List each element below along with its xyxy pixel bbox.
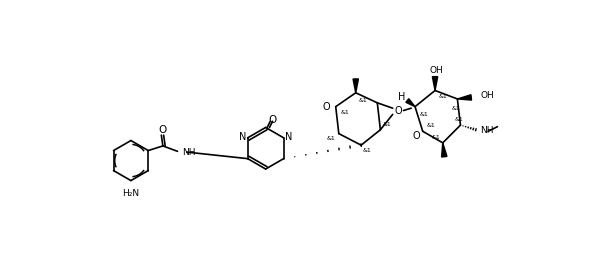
Text: &1: &1 (452, 106, 461, 111)
Polygon shape (406, 99, 415, 107)
Text: &1: &1 (427, 123, 436, 128)
Text: N: N (285, 132, 292, 142)
Text: &1: &1 (455, 117, 463, 122)
Text: N: N (240, 132, 247, 142)
Text: OH: OH (480, 91, 494, 100)
Text: H₂N: H₂N (123, 189, 139, 198)
Text: O: O (394, 106, 402, 115)
Text: O: O (269, 115, 277, 125)
Text: &1: &1 (363, 148, 371, 153)
Text: &1: &1 (359, 98, 368, 103)
Text: &1: &1 (341, 110, 350, 115)
Text: &1: &1 (439, 94, 448, 99)
Polygon shape (353, 79, 359, 93)
Text: O: O (412, 131, 419, 141)
Polygon shape (442, 143, 447, 157)
Text: O: O (158, 125, 166, 135)
Polygon shape (458, 95, 471, 100)
Text: H: H (399, 92, 405, 102)
Text: &1: &1 (383, 122, 391, 127)
Text: NH: NH (480, 126, 494, 135)
Text: &1: &1 (432, 135, 440, 140)
Text: &1: &1 (419, 112, 428, 117)
Polygon shape (432, 77, 438, 90)
Text: &1: &1 (326, 136, 335, 141)
Text: OH: OH (430, 66, 444, 75)
Text: O: O (323, 102, 330, 112)
Text: NH: NH (182, 148, 196, 157)
